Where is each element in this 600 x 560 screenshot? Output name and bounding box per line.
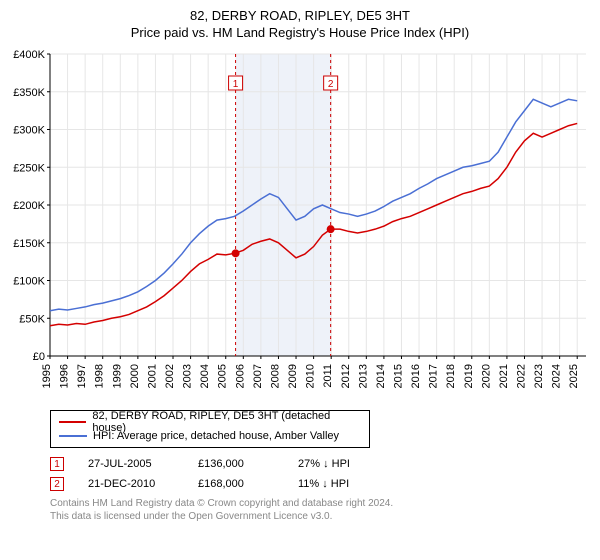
- svg-text:£350K: £350K: [13, 87, 45, 99]
- sale-marker-icon: 1: [50, 457, 64, 471]
- svg-text:£250K: £250K: [13, 162, 45, 174]
- legend-row: 82, DERBY ROAD, RIPLEY, DE5 3HT (detache…: [59, 415, 361, 429]
- svg-text:2007: 2007: [252, 364, 264, 388]
- svg-text:£150K: £150K: [13, 238, 45, 250]
- svg-text:2021: 2021: [498, 364, 510, 388]
- sale-hpi-diff: 27% ↓ HPI: [298, 458, 418, 470]
- svg-text:2012: 2012: [340, 364, 352, 388]
- svg-text:1998: 1998: [94, 364, 106, 388]
- sale-date: 27-JUL-2005: [88, 458, 198, 470]
- chart-container: 82, DERBY ROAD, RIPLEY, DE5 3HT Price pa…: [0, 0, 600, 560]
- sales-table: 1 27-JUL-2005 £136,000 27% ↓ HPI 2 21-DE…: [50, 454, 594, 494]
- sale-price: £168,000: [198, 478, 298, 490]
- svg-text:2013: 2013: [357, 364, 369, 388]
- svg-text:2016: 2016: [410, 364, 422, 388]
- svg-text:1999: 1999: [111, 364, 123, 388]
- legend-swatch: [59, 435, 87, 437]
- svg-text:2022: 2022: [515, 364, 527, 388]
- chart-title-address: 82, DERBY ROAD, RIPLEY, DE5 3HT: [6, 8, 594, 23]
- svg-text:2001: 2001: [146, 364, 158, 388]
- svg-text:1996: 1996: [59, 364, 71, 388]
- legend-row: HPI: Average price, detached house, Ambe…: [59, 429, 361, 443]
- svg-text:2006: 2006: [234, 364, 246, 388]
- svg-text:1997: 1997: [76, 364, 88, 388]
- sale-hpi-diff: 11% ↓ HPI: [298, 478, 418, 490]
- sale-marker-icon: 2: [50, 477, 64, 491]
- legend-label: HPI: Average price, detached house, Ambe…: [93, 430, 339, 442]
- svg-text:2020: 2020: [480, 364, 492, 388]
- svg-text:2025: 2025: [568, 364, 580, 388]
- chart-svg: £0 £50K £100K £150K £200K £250K £300K £350K £400…: [6, 46, 594, 406]
- footer-attribution: Contains HM Land Registry data © Crown c…: [50, 498, 594, 523]
- svg-text:2024: 2024: [551, 364, 563, 388]
- footer-line: This data is licensed under the Open Gov…: [50, 511, 594, 524]
- footer-line: Contains HM Land Registry data © Crown c…: [50, 498, 594, 511]
- svg-text:2003: 2003: [182, 364, 194, 388]
- svg-text:2014: 2014: [375, 364, 387, 388]
- svg-text:2019: 2019: [463, 364, 475, 388]
- legend-swatch: [59, 421, 86, 423]
- svg-text:2015: 2015: [392, 364, 404, 388]
- table-row: 1 27-JUL-2005 £136,000 27% ↓ HPI: [50, 454, 594, 474]
- sale-date: 21-DEC-2010: [88, 478, 198, 490]
- chart-title-sub: Price paid vs. HM Land Registry's House …: [6, 25, 594, 40]
- legend: 82, DERBY ROAD, RIPLEY, DE5 3HT (detache…: [50, 410, 370, 448]
- svg-text:1: 1: [233, 79, 239, 90]
- svg-text:2011: 2011: [322, 364, 334, 388]
- sale-price: £136,000: [198, 458, 298, 470]
- svg-text:2005: 2005: [217, 364, 229, 388]
- svg-text:2010: 2010: [305, 364, 317, 388]
- svg-text:2017: 2017: [428, 364, 440, 388]
- svg-text:£200K: £200K: [13, 200, 45, 212]
- svg-text:£0: £0: [33, 351, 45, 363]
- svg-text:2: 2: [328, 79, 334, 90]
- svg-text:2000: 2000: [129, 364, 141, 388]
- svg-text:2004: 2004: [199, 364, 211, 388]
- svg-text:1995: 1995: [41, 364, 53, 388]
- table-row: 2 21-DEC-2010 £168,000 11% ↓ HPI: [50, 474, 594, 494]
- svg-text:£100K: £100K: [13, 276, 45, 288]
- chart-plot: £0 £50K £100K £150K £200K £250K £300K £350K £400…: [6, 46, 594, 406]
- svg-text:£300K: £300K: [13, 125, 45, 137]
- svg-text:£400K: £400K: [13, 49, 45, 61]
- svg-text:2018: 2018: [445, 364, 457, 388]
- svg-text:2009: 2009: [287, 364, 299, 388]
- svg-text:£50K: £50K: [19, 313, 45, 325]
- svg-text:2008: 2008: [269, 364, 281, 388]
- svg-text:2002: 2002: [164, 364, 176, 388]
- svg-text:2023: 2023: [533, 364, 545, 388]
